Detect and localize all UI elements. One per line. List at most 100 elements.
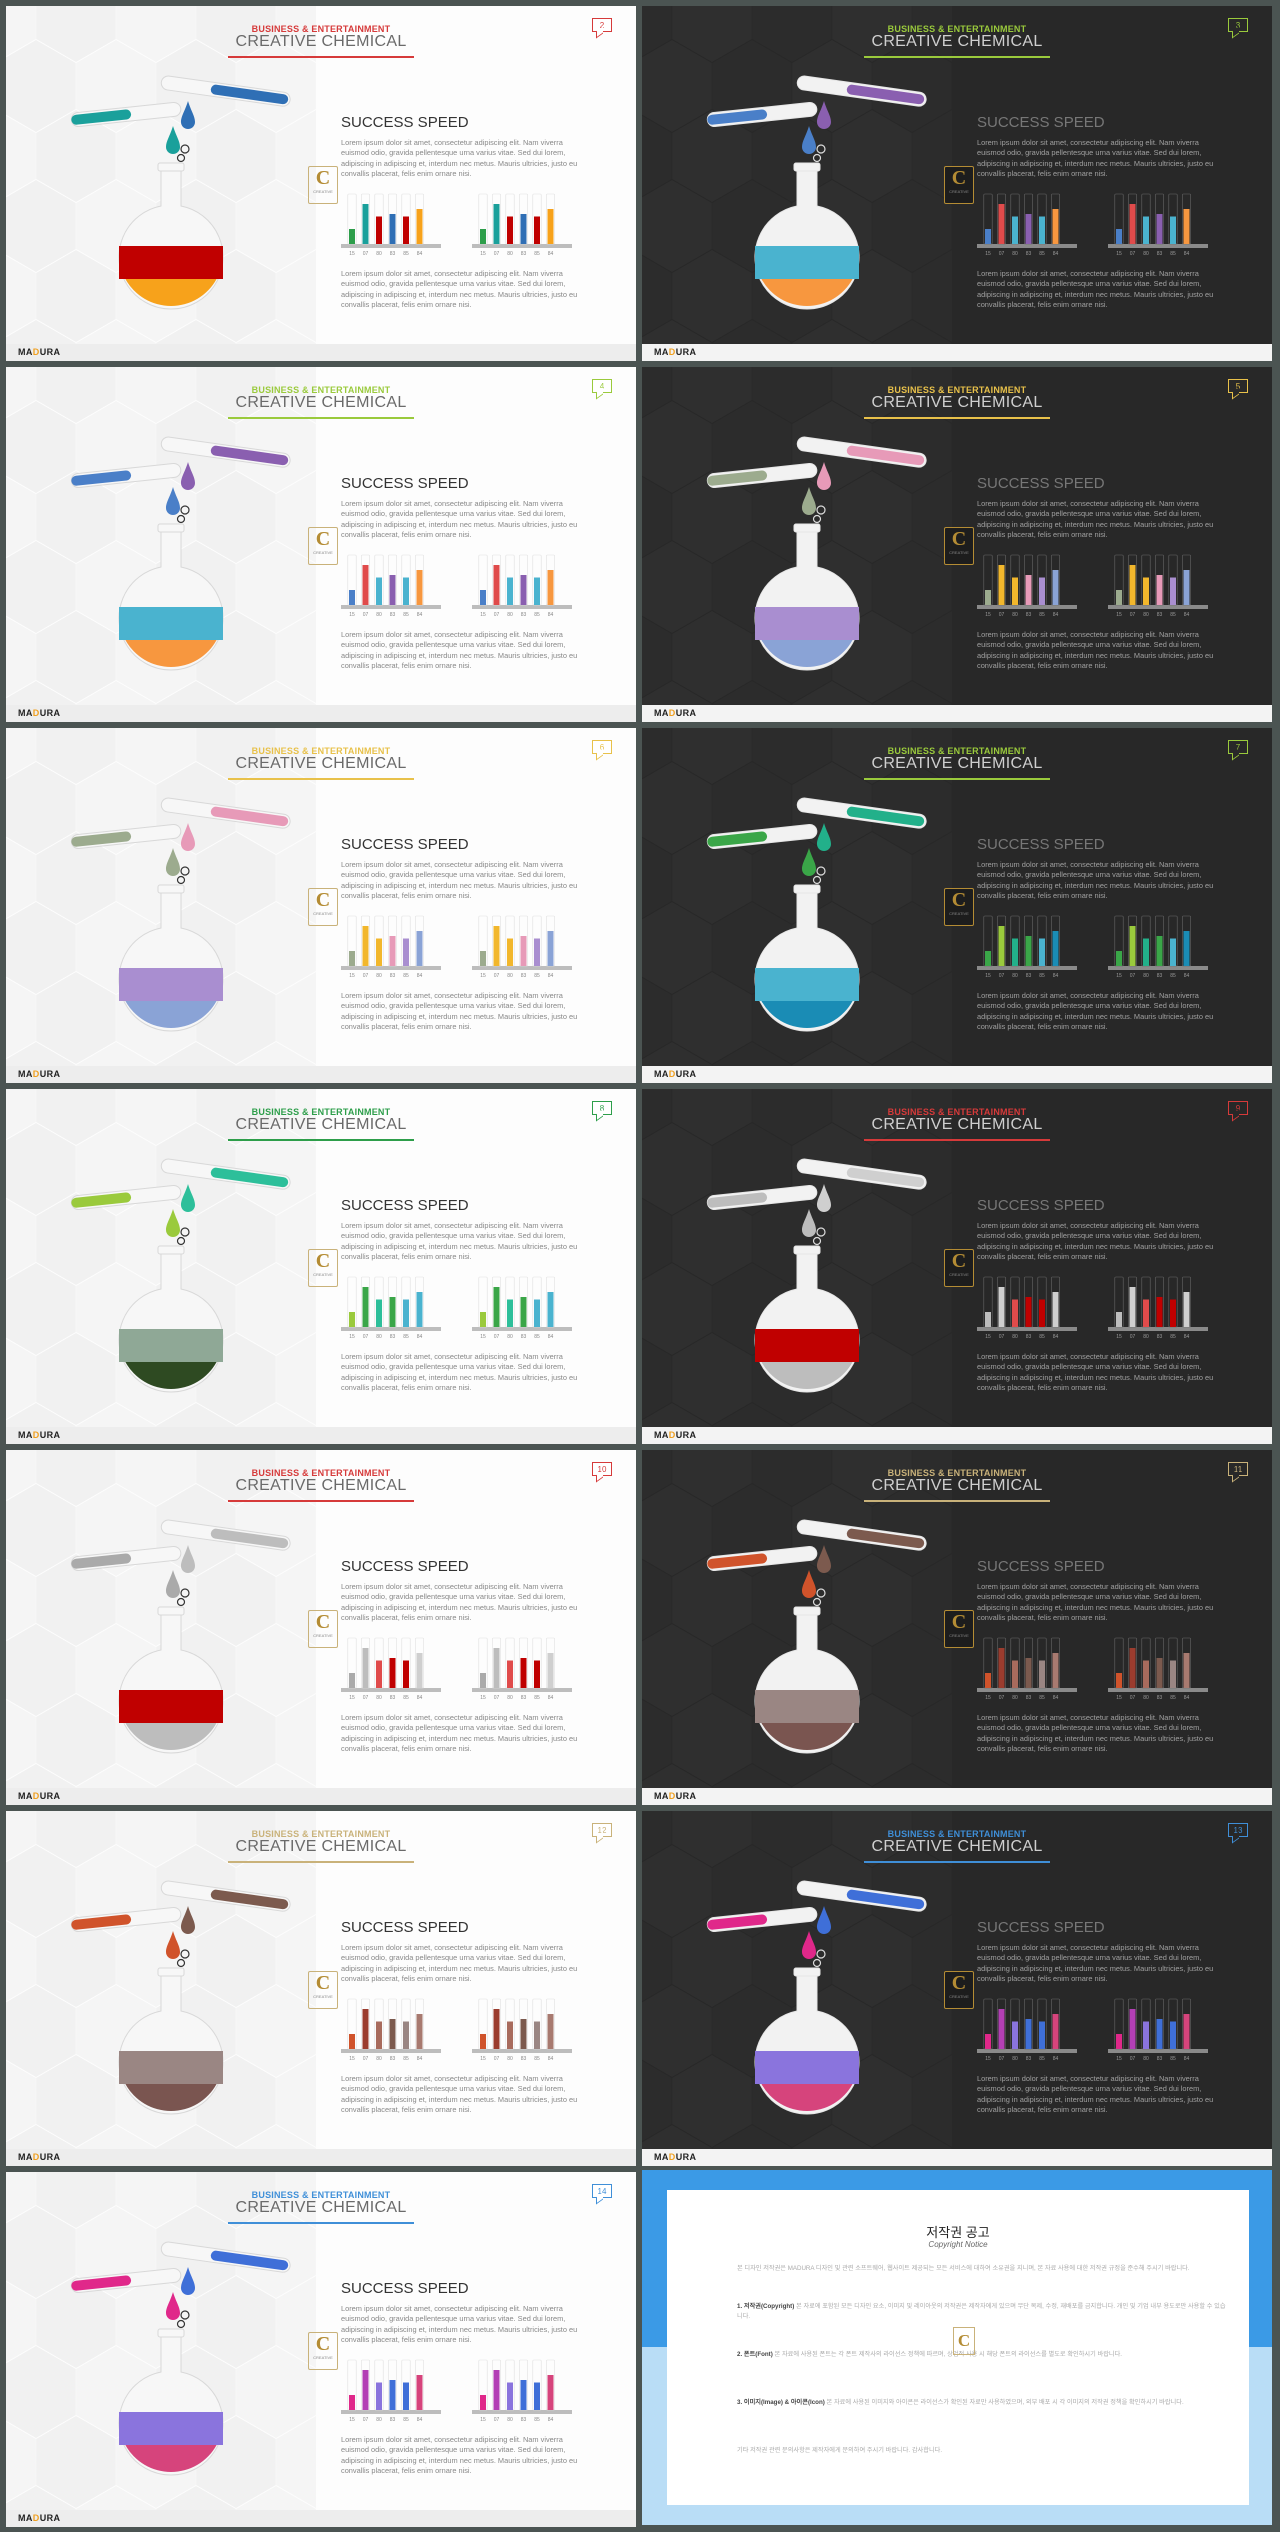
chart-bar (362, 1287, 369, 1327)
chart-bar (1116, 1312, 1122, 1327)
slide-footer: MADURA (6, 344, 636, 361)
chart-tick-label: 83 (1157, 973, 1163, 979)
chart-tick-label: 07 (999, 251, 1005, 257)
chart-bar (493, 926, 500, 966)
hexagon-tile (6, 1811, 36, 1862)
chart-bar (1039, 216, 1045, 244)
chart-bar (1116, 229, 1122, 244)
chart-tick-label: 85 (1039, 1334, 1045, 1340)
chart-tick-label: 80 (1143, 2056, 1149, 2062)
chart-tick-label: 15 (480, 2417, 486, 2423)
hexagon-tile (236, 541, 316, 633)
slide-title: CREATIVE CHEMICAL (235, 2199, 407, 2216)
chart-bar (520, 936, 527, 966)
hexagon-tile (196, 2276, 276, 2368)
bubble (180, 1949, 190, 1959)
bar-chart-left: 15 07 80 83 85 84 (341, 1998, 441, 2062)
hexagon-tile (36, 611, 116, 703)
chart-tick-label: 85 (534, 2417, 540, 2423)
hexagon-tile (36, 6, 116, 62)
chemical-flask-illustration (70, 1880, 291, 2115)
section-title: SUCCESS SPEED (341, 1197, 469, 1214)
chart-tick-label: 80 (376, 1695, 382, 1701)
chart-tick-label: 80 (376, 2056, 382, 2062)
creative-badge-logo: C CREATIVE (308, 1971, 338, 2009)
hexagon-tile (6, 1699, 36, 1781)
liquid-drop-top (817, 101, 831, 129)
chart-tick-label: 85 (1170, 2056, 1176, 2062)
chart-bar (362, 1648, 369, 1688)
test-tube-right (160, 1519, 291, 1551)
chart-bar (1183, 1292, 1190, 1327)
chart-bar (1143, 1299, 1149, 1327)
badge-text: CREATIVE (313, 550, 333, 555)
bar-chart-right: 15 07 80 83 85 84 (1108, 554, 1208, 618)
chart-baseline (977, 1688, 1077, 1692)
liquid-drop-bottom (166, 2292, 180, 2320)
chart-tick-label: 80 (1143, 251, 1149, 257)
chart-tick-label: 83 (1026, 973, 1032, 979)
badge-text: CREATIVE (949, 550, 969, 555)
chemical-flask-illustration (706, 1880, 927, 2115)
body-text-bottom: Lorem ipsum dolor sit amet, consectetur … (341, 2074, 578, 2115)
section-title: SUCCESS SPEED (341, 1919, 469, 1936)
slide-subtitle: BUSINESS & ENTERTAINMENT (251, 1829, 391, 1839)
chart-bar (362, 565, 369, 605)
chart-tick-label: 84 (417, 2056, 423, 2062)
chart-bar (1143, 938, 1149, 966)
bubble (812, 875, 822, 885)
hexagon-tile (672, 832, 752, 924)
slide-footer: MADURA (642, 1066, 1272, 1083)
slide-subtitle: BUSINESS & ENTERTAINMENT (251, 385, 391, 395)
chart-bar (534, 1660, 540, 1688)
chart-tick-label: 80 (376, 251, 382, 257)
badge-letter: C (315, 2333, 331, 2355)
chart-baseline (1108, 2049, 1208, 2053)
chart-bar (1052, 1653, 1059, 1688)
chart-baseline (341, 1688, 441, 1692)
hexagon-tile (872, 1123, 952, 1215)
bar-chart-right: 15 07 80 83 85 84 (472, 193, 572, 257)
chemical-flask-illustration (70, 797, 291, 1032)
hexagon-tile (236, 1263, 316, 1355)
liquid-drop-top (817, 1184, 831, 1212)
page-number-badge: 6 (592, 740, 612, 754)
test-tube-left (70, 1906, 182, 1932)
hexagon-tile (672, 611, 752, 703)
hexagon-tile (36, 1450, 116, 1506)
page-number-badge: 10 (592, 1462, 612, 1476)
test-tube-right (160, 1880, 291, 1912)
hexagon-tile (872, 40, 952, 132)
slide-footer: MADURA (6, 2510, 636, 2527)
chart-bar (389, 2380, 396, 2410)
badge-text: CREATIVE (313, 189, 333, 194)
hexagon-tile (642, 1089, 672, 1140)
chart-tick-label: 15 (1116, 612, 1122, 618)
chart-bar (547, 570, 554, 605)
hexagon-tile (872, 1484, 952, 1576)
liquid-drop-top (181, 823, 195, 851)
hexagon-tile (912, 1333, 952, 1425)
bubble (176, 1597, 186, 1607)
hexagon-tile (912, 1089, 952, 1145)
chart-bar (349, 1312, 355, 1327)
chart-tick-label: 84 (548, 973, 554, 979)
chart-bar (376, 216, 382, 244)
hexagon-tile (236, 401, 316, 493)
hexagon-tile (276, 1811, 316, 1867)
test-tube-left (70, 101, 182, 127)
page-number-badge: 14 (592, 2184, 612, 2198)
chart-bar (376, 2382, 382, 2410)
chart-bar (480, 1673, 486, 1688)
page-number-badge: 7 (1228, 740, 1248, 754)
chart-tick-label: 15 (480, 2056, 486, 2062)
hexagon-tile (236, 1624, 316, 1716)
hexagon-tile (196, 1554, 276, 1646)
hexagon-tile (872, 401, 952, 493)
chart-tick-label: 07 (1130, 612, 1136, 618)
slide-title: CREATIVE CHEMICAL (235, 1477, 407, 1494)
body-text-bottom: Lorem ipsum dolor sit amet, consectetur … (977, 269, 1214, 310)
hexagon-tile (642, 1624, 712, 1716)
chart-bar (985, 229, 991, 244)
bubble (180, 2310, 190, 2320)
